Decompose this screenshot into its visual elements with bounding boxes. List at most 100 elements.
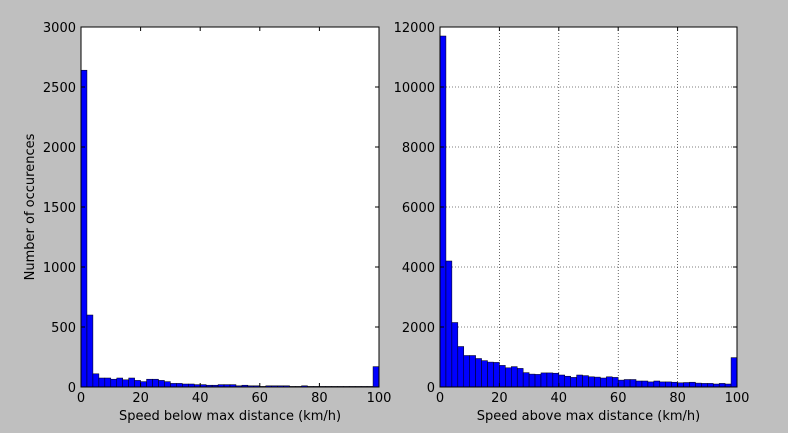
x-tick-label: 20 — [491, 391, 508, 406]
histogram-bar — [617, 379, 625, 388]
y-tick-label: 10000 — [394, 81, 435, 96]
histogram-bar — [718, 383, 726, 388]
histogram-bar — [158, 380, 165, 388]
histogram-bar — [606, 376, 613, 388]
histogram-bar — [463, 355, 470, 388]
histogram-bar — [164, 381, 171, 388]
x-tick-label: 40 — [192, 391, 209, 406]
plot-area — [81, 27, 379, 387]
x-tick-label: 40 — [551, 391, 568, 406]
histogram-bar — [546, 372, 554, 388]
y-tick-label: 0 — [427, 381, 435, 396]
histogram-bar — [677, 382, 684, 388]
histogram-bar — [516, 368, 524, 388]
histogram-bar — [104, 377, 112, 388]
histogram-left: 0 20 40 60 80 100050010001500200025003000Spee… — [23, 21, 391, 424]
histogram-bar — [730, 357, 738, 388]
histogram-bar — [659, 381, 666, 388]
histogram-bar — [647, 381, 655, 388]
histogram-bar — [481, 360, 488, 388]
histogram-bar — [445, 260, 453, 388]
histogram-bar — [629, 379, 637, 388]
histogram-bar — [623, 379, 631, 388]
y-tick-label: 2000 — [43, 141, 76, 156]
histogram-bar — [80, 69, 88, 388]
histogram-bar — [707, 383, 714, 388]
histogram-bar — [134, 380, 141, 388]
x-tick-label: 20 — [132, 391, 149, 406]
x-tick-label: 0 — [77, 391, 85, 406]
histogram-bar — [469, 355, 476, 388]
histogram-bar — [505, 367, 512, 388]
x-axis-label: Speed above max distance (km/h) — [477, 409, 701, 424]
histogram-right: 0 20 40 60 80 100 0 2000 4000 6000 8000 10000 12000 S… — [394, 21, 750, 424]
x-tick-label: 80 — [669, 391, 686, 406]
histogram-bar — [110, 378, 118, 388]
y-tick-label: 12000 — [394, 21, 435, 36]
histogram-bar — [612, 377, 619, 388]
histogram-bar — [534, 374, 542, 388]
y-tick-label: 3000 — [43, 21, 76, 36]
histogram-bar — [511, 366, 518, 388]
x-tick-label: 0 — [436, 391, 444, 406]
histogram-bar — [641, 380, 649, 388]
histogram-bar — [493, 362, 500, 388]
histogram-bar — [146, 378, 153, 388]
histogram-bar — [86, 314, 94, 388]
x-tick-label: 60 — [252, 391, 269, 406]
y-tick-label: 1000 — [43, 261, 76, 276]
histogram-bar — [600, 377, 607, 388]
histogram-bar — [552, 372, 560, 388]
y-tick-label: 1500 — [43, 201, 76, 216]
y-axis-label: Number of occurences — [23, 133, 38, 280]
histogram-bar — [170, 383, 177, 388]
x-tick-label: 100 — [367, 391, 392, 406]
y-tick-label: 0 — [68, 381, 76, 396]
histogram-bar — [588, 376, 595, 388]
y-tick-label: 500 — [51, 321, 76, 336]
histogram-bar — [372, 366, 380, 388]
histogram-bar — [528, 373, 536, 388]
histogram-bar — [564, 375, 571, 388]
histogram-bar — [594, 376, 601, 388]
histogram-bar — [671, 381, 678, 388]
histogram-bar — [140, 381, 147, 388]
y-tick-label: 4000 — [402, 261, 435, 276]
histogram-bar — [689, 381, 696, 388]
histogram-bar — [653, 380, 661, 388]
histogram-bar — [570, 377, 577, 388]
histogram-bar — [487, 361, 494, 388]
histogram-bar — [635, 380, 643, 388]
histogram-bar — [92, 373, 100, 388]
histogram-bar — [522, 372, 530, 388]
y-tick-label: 6000 — [402, 201, 435, 216]
x-tick-label: 80 — [311, 391, 328, 406]
histogram-bar — [558, 374, 565, 388]
histogram-bar — [457, 346, 465, 388]
histogram-bar — [665, 381, 672, 388]
y-tick-label: 2500 — [43, 81, 76, 96]
histogram-bar — [701, 383, 708, 388]
histogram-bar — [576, 374, 583, 388]
histogram-bar — [176, 383, 183, 388]
histogram-bar — [695, 382, 702, 388]
histogram-bar — [499, 365, 506, 388]
histogram-bar — [122, 379, 129, 388]
histogram-bar — [582, 375, 589, 388]
histogram-bar — [683, 382, 690, 388]
histogram-bar — [475, 358, 482, 388]
histogram-bar — [152, 378, 159, 388]
x-tick-label: 100 — [725, 391, 750, 406]
histogram-bar — [439, 35, 447, 388]
plot-area — [440, 27, 737, 387]
histogram-bar — [540, 372, 548, 388]
histogram-bar — [116, 377, 123, 388]
y-tick-label: 8000 — [402, 141, 435, 156]
x-tick-label: 60 — [610, 391, 627, 406]
x-axis-label: Speed below max distance (km/h) — [119, 409, 341, 424]
histogram-bar — [451, 322, 459, 388]
y-tick-label: 2000 — [402, 321, 435, 336]
histogram-bar — [128, 377, 135, 388]
